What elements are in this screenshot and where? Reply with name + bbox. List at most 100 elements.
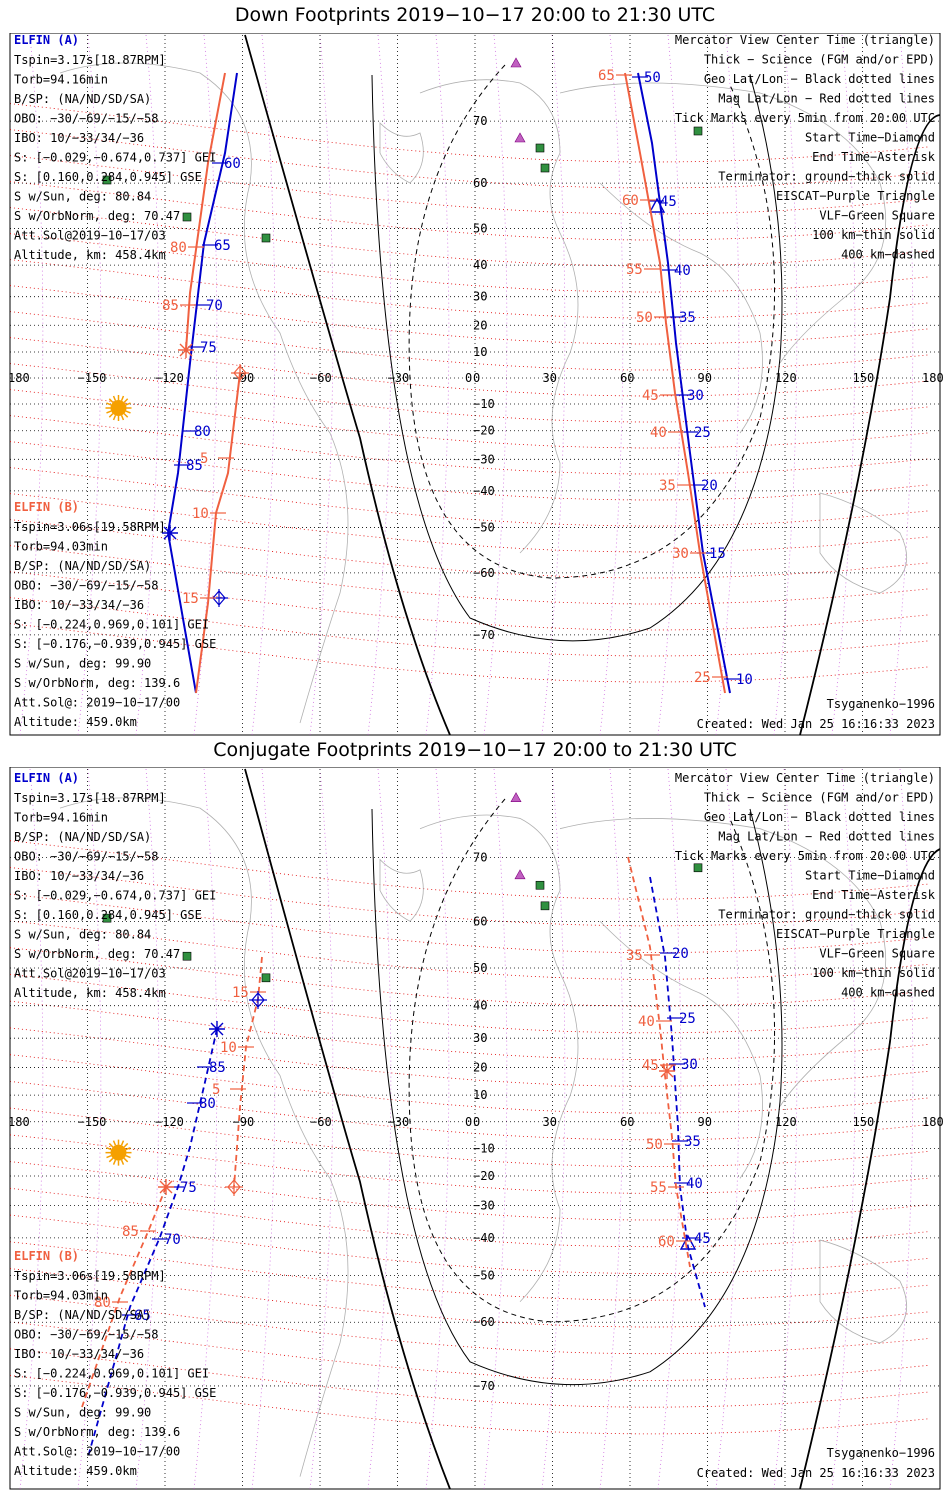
legend-item: Tick Marks every 5min from 20:00 UTC xyxy=(675,111,935,125)
legend-item: End Time−Asterisk xyxy=(812,150,936,164)
elfin-b-tick-label: 80 xyxy=(170,240,187,256)
lat-tick-label: 20 xyxy=(473,318,487,332)
lon-tick-label: 0 xyxy=(465,1115,472,1129)
legend-item: End Time−Asterisk xyxy=(812,888,936,902)
coastline xyxy=(59,62,349,724)
grid-layer: 706050403020100−10−20−30−40−50−60−70180−… xyxy=(8,34,944,736)
lat-tick-label: 10 xyxy=(473,1088,487,1102)
lat-tick-label: −70 xyxy=(473,1379,495,1393)
elfin-a-info: Tspin=3.17s[18.87RPM] xyxy=(14,53,166,67)
lon-tick-label: 180 xyxy=(8,371,30,385)
vlf-square xyxy=(693,863,703,873)
elfin-a-info: S w/Sun, deg: 80.84 xyxy=(14,928,151,942)
center-triangle xyxy=(679,1234,697,1250)
elfin-a-heading: ELFIN (A) xyxy=(14,33,79,47)
elfin-a-tick-label: 45 xyxy=(660,194,677,210)
elfin-b-conj-tick-label: 80 xyxy=(94,1295,111,1311)
mag-lon-line xyxy=(19,768,44,1490)
coastline xyxy=(379,858,424,922)
terminator-ground xyxy=(799,848,941,1490)
end-asterisk xyxy=(659,1063,675,1079)
vlf-square xyxy=(693,126,703,136)
lon-tick-label: −120 xyxy=(155,371,184,385)
lon-tick-label: −30 xyxy=(388,371,410,385)
elfin-b-info: S w/Sun, deg: 99.90 xyxy=(14,1406,151,1420)
terminator-100km xyxy=(371,808,783,1386)
lon-tick-label: −120 xyxy=(155,1115,184,1129)
elfin-a-tick-label: 30 xyxy=(687,388,704,404)
created-label: Created: Wed Jan 25 16:16:33 2023 xyxy=(697,717,935,731)
lon-tick-label: 30 xyxy=(543,1115,557,1129)
elfin-a-info: Altitude, km: 458.4km xyxy=(14,986,166,1000)
elfin-b-info: Att.Sol@: 2019−10−17/00 xyxy=(14,696,180,710)
panel-2-title: Conjugate Footprints 2019−10−17 20:00 to… xyxy=(213,739,737,761)
elfin-a-info: S: [0.160,0.284,0.945] GSE xyxy=(14,908,202,922)
elfin-a-info: S: [0.160,0.284,0.945] GSE xyxy=(14,170,202,184)
coastline xyxy=(599,182,763,434)
terminator-400km xyxy=(408,798,776,1323)
elfin-a-tick-label: 35 xyxy=(679,310,696,326)
elfin-a-info: Tspin=3.17s[18.87RPM] xyxy=(14,791,166,805)
coastline xyxy=(559,818,887,1107)
elfin-b-conj-tick-label: 60 xyxy=(658,1234,675,1250)
elfin-b-info: Att.Sol@: 2019−10−17/00 xyxy=(14,1445,180,1459)
legend-item: 400 km−dashed xyxy=(841,248,935,262)
elfin-b-info: S: [−0.224,0.969,0.101] GEI xyxy=(14,1367,209,1381)
start-diamond xyxy=(231,364,249,382)
lon-tick-label: −150 xyxy=(78,1115,107,1129)
lat-tick-label: 30 xyxy=(473,290,487,304)
lat-tick-label: 50 xyxy=(473,221,487,235)
elfin-b-info: S w/OrbNorm, deg: 139.6 xyxy=(14,676,180,690)
lat-tick-label: −60 xyxy=(473,1315,495,1329)
legend-item: 400 km−dashed xyxy=(841,986,935,1000)
legend-item: VLF−Green Square xyxy=(819,209,935,223)
elfin-b-tick-label: 65 xyxy=(598,68,615,84)
terminator-400km xyxy=(408,64,776,579)
vlf-square xyxy=(540,901,550,911)
elfin-b-track xyxy=(624,72,726,694)
lat-tick-label: −50 xyxy=(473,521,495,535)
terminator-ground xyxy=(244,768,451,1490)
elfin-b-conj-tick-label: 50 xyxy=(646,1137,663,1153)
center-triangle xyxy=(648,197,666,213)
lon-tick-label: −30 xyxy=(388,1115,410,1129)
elfin-a-conj-tick-label: 85 xyxy=(209,1060,226,1076)
sun-icon xyxy=(105,395,132,421)
elfin-b-tick-label: 50 xyxy=(636,310,653,326)
mag-lon-line xyxy=(135,768,160,1490)
elfin-b-tick-label: 85 xyxy=(162,298,179,314)
legend-item: EISCAT−Purple Triangle xyxy=(776,189,935,203)
elfin-a-info: S w/Sun, deg: 80.84 xyxy=(14,190,151,204)
model-label: Tsyganenko−1996 xyxy=(827,1446,935,1460)
lon-tick-label: 180 xyxy=(922,371,944,385)
lon-tick-label: −90 xyxy=(233,1115,255,1129)
mag-lon-line xyxy=(251,768,276,1490)
legend-item: EISCAT−Purple Triangle xyxy=(776,927,935,941)
end-asterisk xyxy=(158,1179,174,1195)
elfin-a-conj-tick-label: 35 xyxy=(684,1134,701,1150)
coastlines xyxy=(59,797,907,1477)
elfin-a-info: Att.Sol@2019−10−17/03 xyxy=(14,967,166,981)
elfin-a-tick-label: 75 xyxy=(200,340,217,356)
end-asterisk xyxy=(162,525,178,541)
coastline xyxy=(419,79,579,554)
elfin-b-conj-tick-label: 15 xyxy=(232,985,249,1001)
lat-tick-label: 40 xyxy=(473,258,487,272)
conjugate-footprints-map: 706050403020100−10−20−30−40−50−60−70180−… xyxy=(8,767,944,1490)
lon-tick-label: 90 xyxy=(698,1115,712,1129)
elfin-b-conj-tick-label: 55 xyxy=(650,1180,667,1196)
legend-item: VLF−Green Square xyxy=(819,947,935,961)
vlf-square xyxy=(540,163,550,173)
elfin-a-tick-label: 50 xyxy=(644,70,661,86)
elfin-a-info: IBO: 10/−33/34/−36 xyxy=(14,131,144,145)
elfin-a-conj-tick-label: 20 xyxy=(672,946,689,962)
vlf-square xyxy=(102,175,112,185)
lat-tick-label: −20 xyxy=(473,424,495,438)
mag-lon-line xyxy=(425,768,450,1490)
elfin-a-conj-tick-label: 70 xyxy=(164,1232,181,1248)
elfin-b-tick-label: 15 xyxy=(182,591,199,607)
eiscat-triangle xyxy=(510,792,522,803)
legend-item: 100 km−thin solid xyxy=(812,966,935,980)
elfin-b-info: Tspin=3.06s[19.58RPM] xyxy=(14,520,166,534)
elfin-b-info: B/SP: (NA/ND/SD/SA) xyxy=(14,559,151,573)
